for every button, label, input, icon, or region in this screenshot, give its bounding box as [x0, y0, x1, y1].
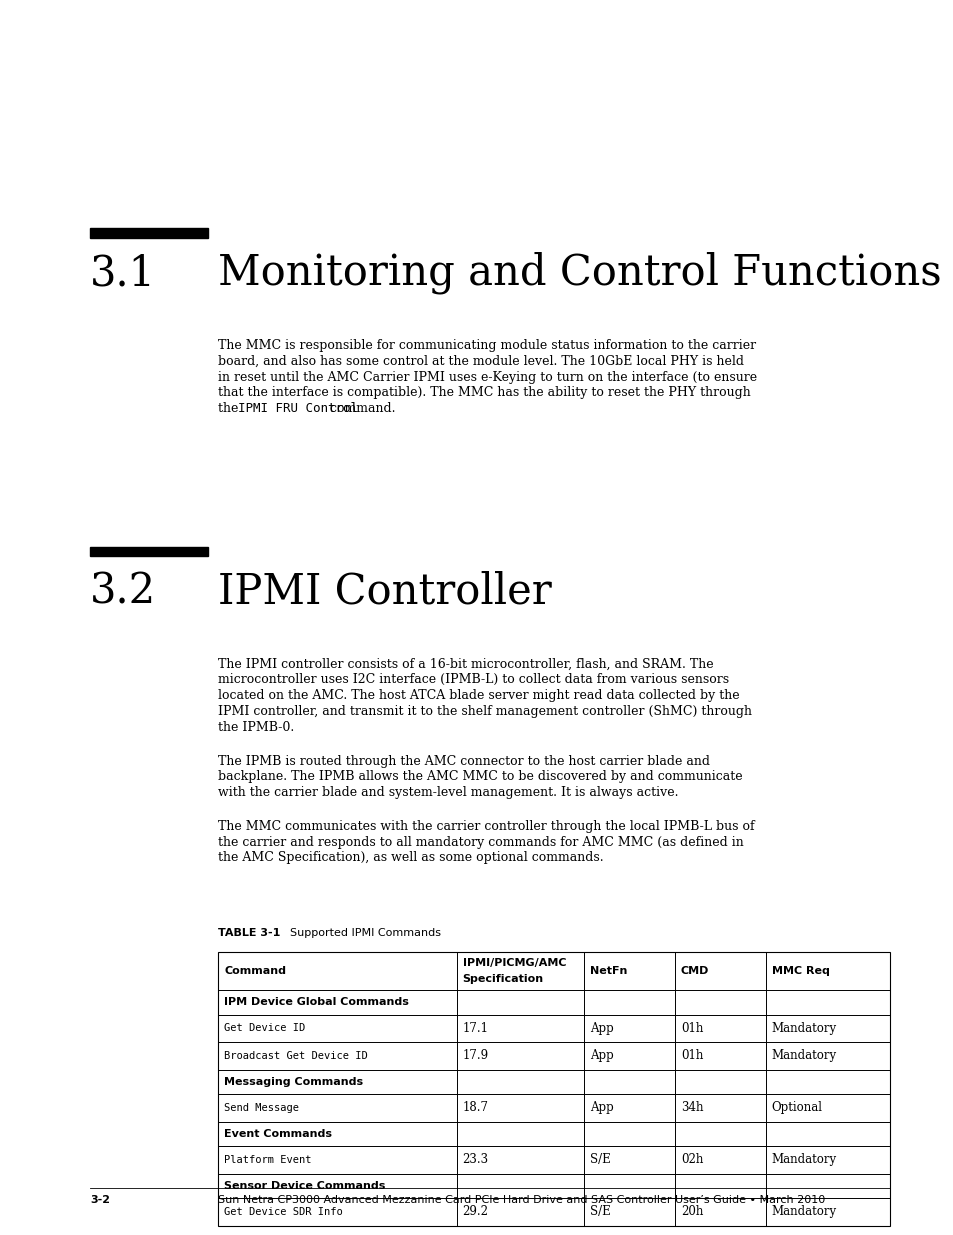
Text: Supported IPMI Commands: Supported IPMI Commands	[290, 927, 440, 939]
Text: 20h: 20h	[680, 1205, 702, 1218]
Text: Specification: Specification	[462, 973, 543, 983]
Text: that the interface is compatible). The MMC has the ability to reset the PHY thro: that the interface is compatible). The M…	[218, 387, 750, 399]
Text: IPMI Controller: IPMI Controller	[218, 571, 551, 613]
Text: 17.1: 17.1	[462, 1021, 488, 1035]
Text: Sensor Device Commands: Sensor Device Commands	[224, 1181, 385, 1191]
Text: App: App	[590, 1021, 614, 1035]
Text: Mandatory: Mandatory	[771, 1050, 836, 1062]
Text: Messaging Commands: Messaging Commands	[224, 1077, 363, 1087]
Text: backplane. The IPMB allows the AMC MMC to be discovered by and communicate: backplane. The IPMB allows the AMC MMC t…	[218, 771, 741, 783]
Text: the IPMB-0.: the IPMB-0.	[218, 721, 294, 734]
Text: S/E: S/E	[590, 1153, 610, 1166]
Bar	[218, 952, 889, 1225]
Text: IPMI/PICMG/AMC: IPMI/PICMG/AMC	[462, 957, 565, 968]
Text: CMD: CMD	[680, 966, 709, 976]
Text: Mandatory: Mandatory	[771, 1021, 836, 1035]
Text: in reset until the AMC Carrier IPMI uses e-Keying to turn on the interface (to e: in reset until the AMC Carrier IPMI uses…	[218, 370, 757, 384]
Text: Mandatory: Mandatory	[771, 1205, 836, 1218]
Text: Get Device SDR Info: Get Device SDR Info	[224, 1207, 342, 1216]
Text: IPMI controller, and transmit it to the shelf management controller (ShMC) throu: IPMI controller, and transmit it to the …	[218, 705, 751, 718]
Text: the AMC Specification), as well as some optional commands.: the AMC Specification), as well as some …	[218, 851, 603, 864]
Text: The IPMB is routed through the AMC connector to the host carrier blade and: The IPMB is routed through the AMC conne…	[218, 755, 709, 767]
Text: 17.9: 17.9	[462, 1050, 488, 1062]
Text: MMC Req: MMC Req	[771, 966, 829, 976]
Bar	[90, 547, 208, 556]
Bar	[90, 228, 208, 237]
Text: The MMC is responsible for communicating module status information to the carrie: The MMC is responsible for communicating…	[218, 338, 756, 352]
Text: 23.3: 23.3	[462, 1153, 488, 1166]
Text: TABLE 3-1: TABLE 3-1	[218, 927, 280, 939]
Text: 02h: 02h	[680, 1153, 702, 1166]
Text: board, and also has some control at the module level. The 10GbE local PHY is hel: board, and also has some control at the …	[218, 354, 743, 368]
Text: 3-2: 3-2	[90, 1195, 110, 1205]
Text: microcontroller uses I2C interface (IPMB-L) to collect data from various sensors: microcontroller uses I2C interface (IPMB…	[218, 673, 728, 687]
Text: with the carrier blade and system-level management. It is always active.: with the carrier blade and system-level …	[218, 787, 678, 799]
Text: located on the AMC. The host ATCA blade server might read data collected by the: located on the AMC. The host ATCA blade …	[218, 689, 739, 703]
Text: Sun Netra CP3000 Advanced Mezzanine Card PCIe Hard Drive and SAS Controller User: Sun Netra CP3000 Advanced Mezzanine Card…	[218, 1195, 824, 1205]
Text: Monitoring and Control Functions: Monitoring and Control Functions	[218, 252, 941, 294]
Text: Event Commands: Event Commands	[224, 1129, 332, 1139]
Text: App: App	[590, 1102, 614, 1114]
Text: IPM Device Global Commands: IPM Device Global Commands	[224, 997, 409, 1008]
Text: The MMC communicates with the carrier controller through the local IPMB-L bus of: The MMC communicates with the carrier co…	[218, 820, 754, 832]
Text: 3.1: 3.1	[90, 252, 156, 294]
Text: Platform Event: Platform Event	[224, 1155, 312, 1165]
Text: 3.2: 3.2	[90, 571, 156, 613]
Text: Send Message: Send Message	[224, 1103, 298, 1113]
Text: Command: Command	[224, 966, 286, 976]
Text: S/E: S/E	[590, 1205, 610, 1218]
Text: NetFn: NetFn	[590, 966, 627, 976]
Text: the: the	[218, 403, 242, 415]
Text: Broadcast Get Device ID: Broadcast Get Device ID	[224, 1051, 367, 1061]
Text: The IPMI controller consists of a 16-bit microcontroller, flash, and SRAM. The: The IPMI controller consists of a 16-bit…	[218, 657, 713, 671]
Text: the carrier and responds to all mandatory commands for AMC MMC (as defined in: the carrier and responds to all mandator…	[218, 836, 743, 848]
Text: App: App	[590, 1050, 614, 1062]
Text: 01h: 01h	[680, 1021, 702, 1035]
Text: Mandatory: Mandatory	[771, 1153, 836, 1166]
Text: 29.2: 29.2	[462, 1205, 488, 1218]
Text: Get Device ID: Get Device ID	[224, 1024, 305, 1034]
Text: 01h: 01h	[680, 1050, 702, 1062]
Text: 34h: 34h	[680, 1102, 702, 1114]
Text: IPMI FRU Control: IPMI FRU Control	[237, 403, 357, 415]
Text: Optional: Optional	[771, 1102, 821, 1114]
Text: command.: command.	[325, 403, 395, 415]
Text: 18.7: 18.7	[462, 1102, 488, 1114]
